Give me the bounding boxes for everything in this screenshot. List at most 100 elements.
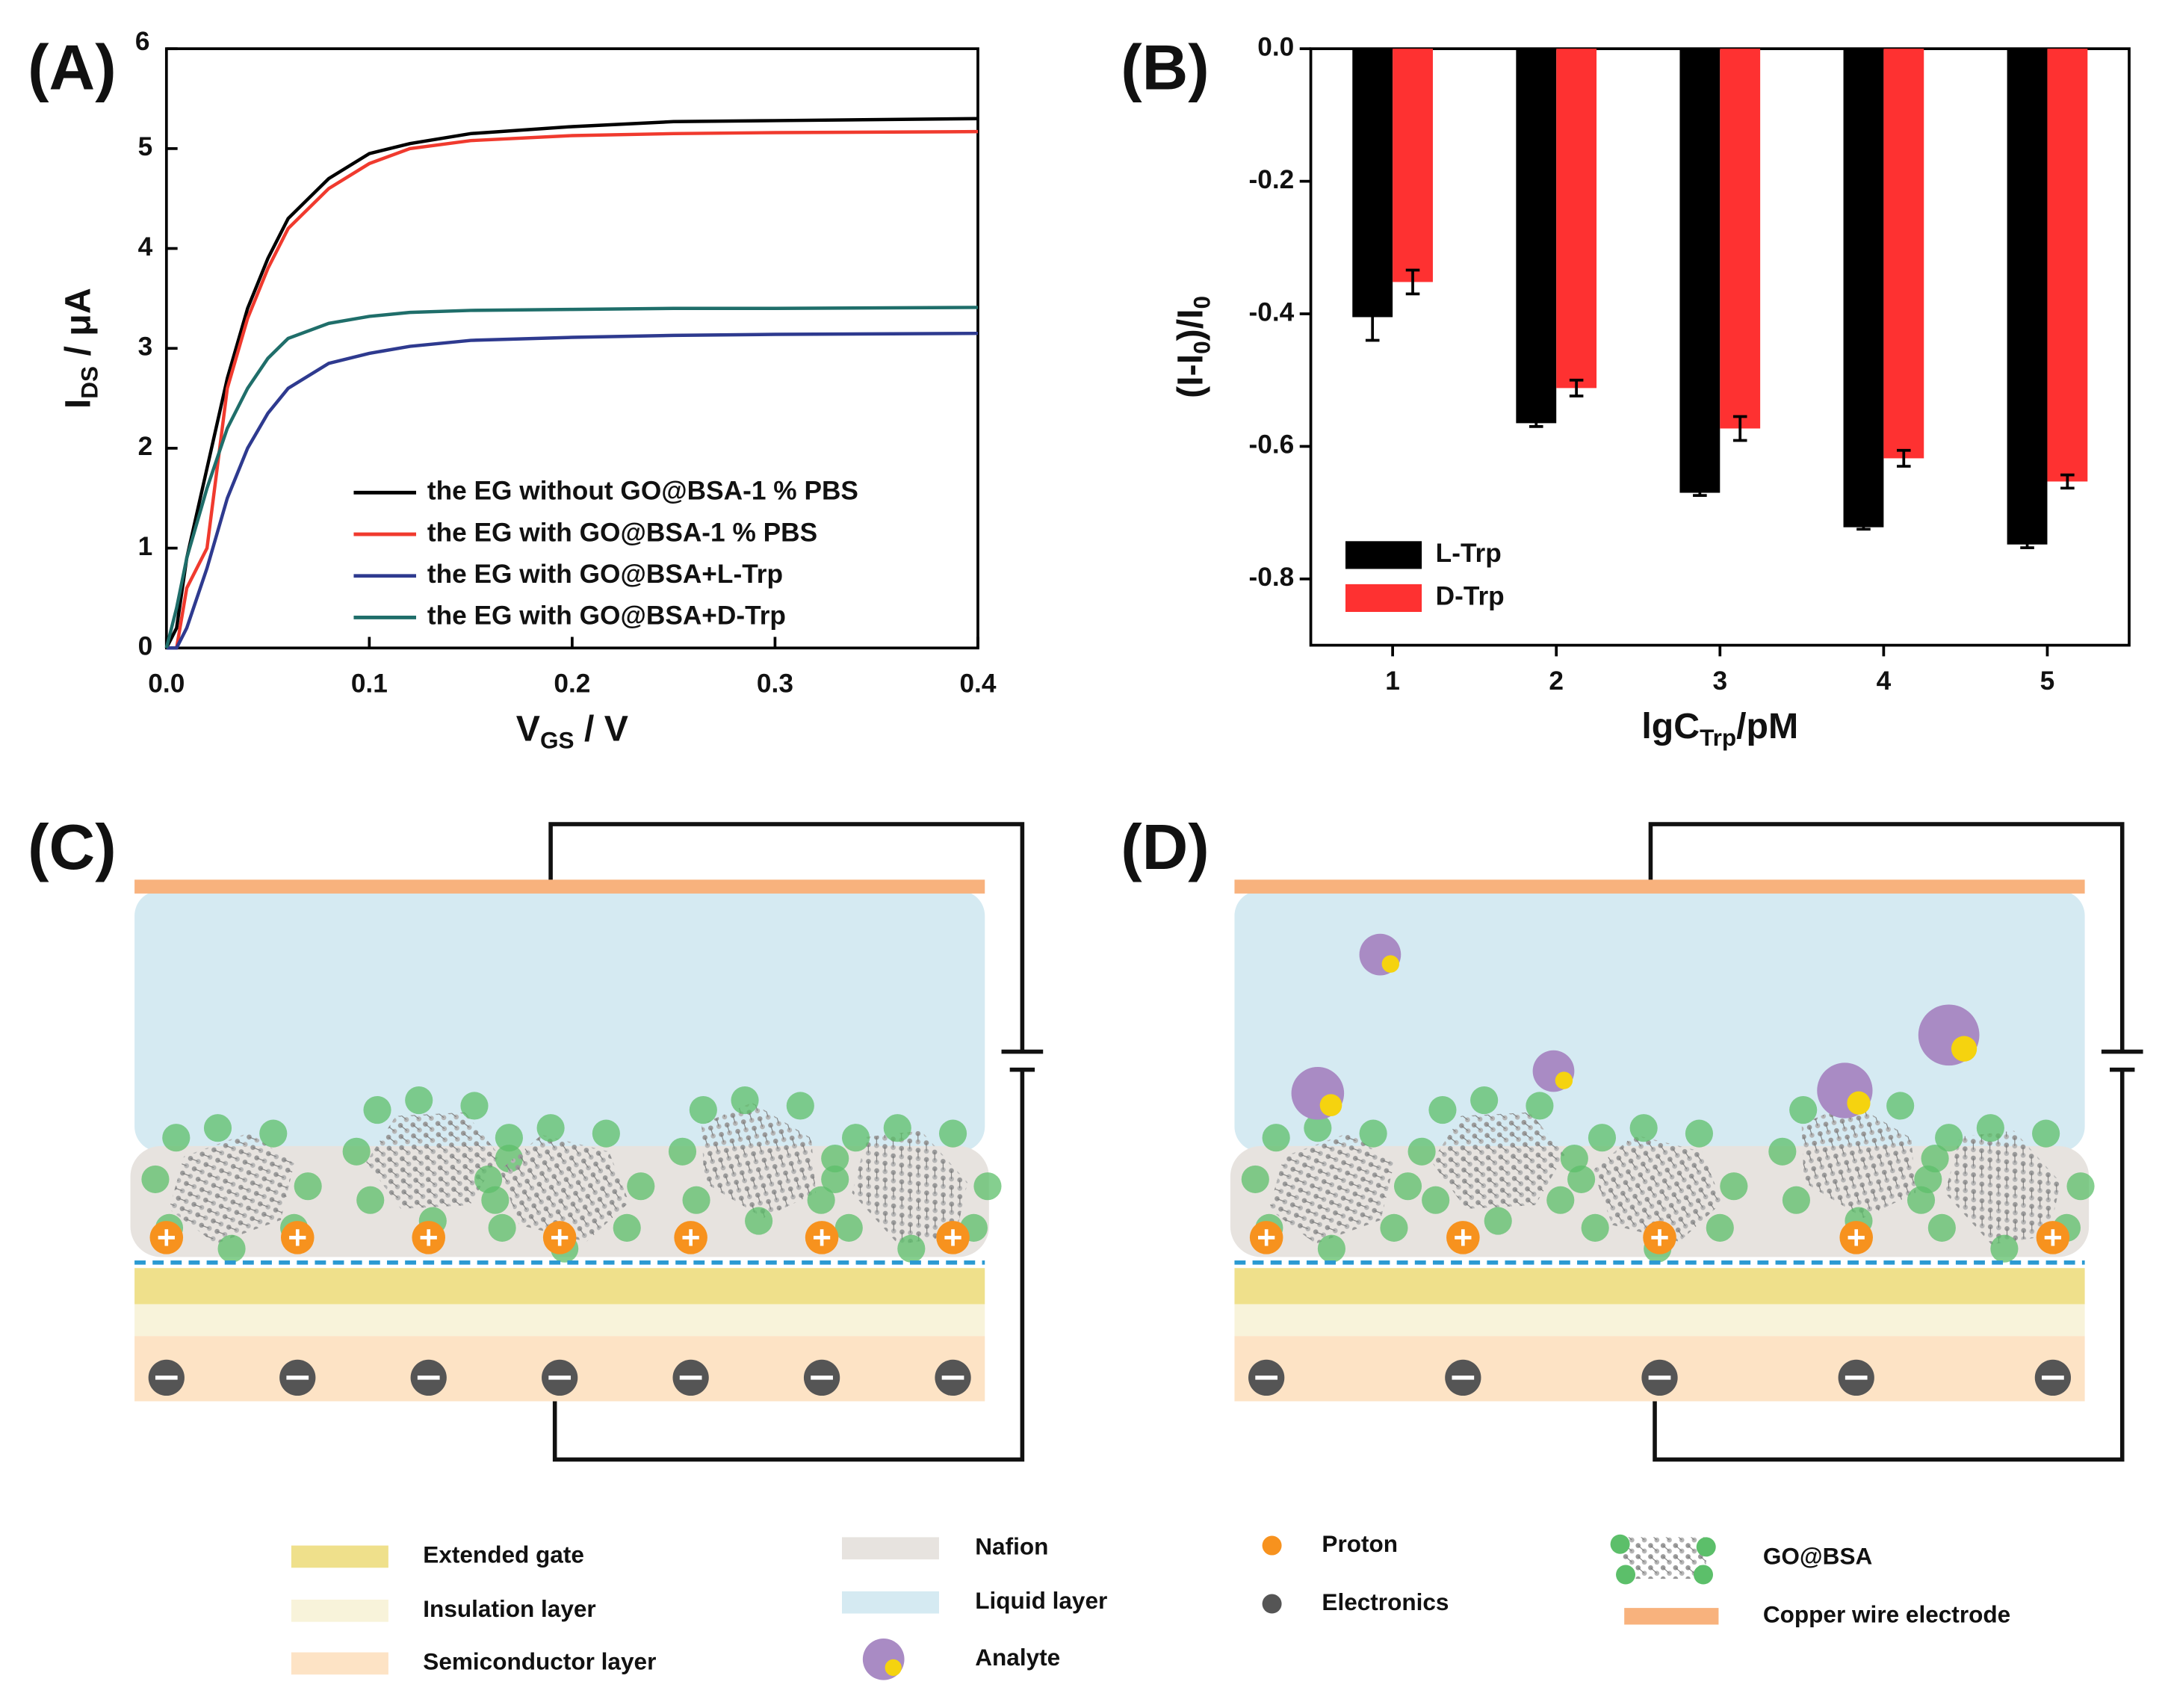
bsa [786,1092,814,1120]
panel-label: (D) [1121,812,1210,883]
legend-swatch [291,1545,388,1568]
x-tick-label: 1 [1385,666,1400,696]
bsa [1422,1186,1450,1214]
bar [1720,49,1761,429]
legend-swatch [1624,1608,1719,1625]
analyte-site [1319,1094,1342,1116]
bsa [1567,1165,1596,1193]
bsa [627,1172,655,1201]
y-tick-label: 2 [138,432,153,461]
bsa [745,1207,773,1235]
series-line [164,117,978,649]
bsa [1546,1186,1575,1214]
y-tick-label: 1 [138,532,153,561]
series-line [166,331,978,650]
bsa [1407,1137,1436,1166]
go-sheet [1431,1112,1565,1209]
bsa [342,1137,371,1166]
bsa [592,1119,620,1148]
proton-sign [551,1229,569,1246]
error-bar [1732,415,1747,442]
proton-sign [1258,1229,1275,1246]
x-axis-label: VGS / V [516,708,628,753]
y-tick-label: 0 [138,632,153,661]
bsa [883,1114,911,1142]
bsa [141,1165,170,1193]
diagram-legend-label: Semiconductor layer [423,1648,656,1675]
bsa [2032,1119,2060,1148]
bsa [217,1234,246,1263]
legend-swatch [842,1591,939,1614]
bsa [1380,1213,1408,1242]
proton-sign [420,1229,437,1246]
x-tick-label: 0.2 [554,669,590,699]
analyte-site [1951,1036,1977,1062]
bsa [474,1165,503,1193]
bsa [294,1172,322,1201]
x-tick-label: 0.4 [959,669,996,699]
legend-label: the EG without GO@BSA-1 % PBS [427,477,858,506]
error-bar [1529,418,1543,428]
x-axis-label: lgCTrp/pM [1641,706,1798,751]
bsa [1317,1234,1345,1263]
error-bar [1693,489,1707,497]
bsa [162,1124,191,1152]
bar [2007,49,2048,545]
legend-swatch [1694,1565,1714,1585]
bsa [938,1119,967,1148]
bsa [1393,1172,1422,1201]
legend-label: the EG with GO@BSA+L-Trp [427,560,783,589]
copper-electrode [1234,879,2085,894]
legend-label: the EG with GO@BSA-1 % PBS [427,518,817,547]
go-sheet [500,1134,630,1242]
legend-swatch [291,1599,388,1622]
x-tick-label: 3 [1712,666,1727,696]
legend-label: L-Trp [1436,539,1502,568]
error-bar [1897,448,1911,468]
y-tick-label: -0.6 [1249,430,1295,460]
proton-sign [1848,1229,1865,1246]
diagram-legend-label: Copper wire electrode [1763,1601,2010,1628]
diagram-legend-label: Extended gate [423,1541,584,1568]
bsa [1976,1114,2004,1142]
proton-sign [2044,1229,2062,1246]
panel-label: (C) [28,812,117,883]
y-axis-label-part: I [58,399,98,409]
go-sheet [1801,1102,1916,1219]
diagram-legend-label: Proton [1322,1530,1398,1557]
x-axis-label-part: Trp [1700,724,1736,751]
bsa [821,1144,849,1173]
proton-sign [813,1229,831,1246]
bsa [1581,1213,1609,1242]
x-tick-label: 4 [1877,666,1892,696]
go-sheet [169,1132,294,1244]
x-tick-label: 0.3 [757,669,793,699]
series-line [164,306,978,649]
error-bar [2060,473,2075,490]
bsa [405,1086,433,1115]
legend-swatch [1696,1537,1716,1557]
go-sheet [1945,1130,2061,1245]
bsa [1588,1124,1617,1152]
copper-electrode [134,879,985,894]
go-sheet [1593,1134,1723,1242]
go-sheet [366,1112,500,1209]
bsa [842,1124,870,1152]
analyte-site [1555,1071,1573,1089]
y-axis-label-part: (I-I [1170,354,1210,398]
extended-gate [1234,1268,2085,1305]
diagram-legend-label: GO@BSA [1763,1543,1872,1570]
diagram-legend-label: Liquid layer [975,1587,1107,1614]
bsa [356,1186,385,1214]
bsa [1470,1086,1499,1115]
bsa [259,1119,288,1148]
y-axis-label-part: / μA [58,288,98,366]
bsa [731,1086,759,1115]
y-tick-label: 5 [138,132,153,161]
x-axis-label-part: lgC [1641,706,1700,746]
legend-swatch [885,1659,902,1677]
bar [1843,49,1884,527]
legend-swatch [842,1537,939,1560]
analyte-site [1381,955,1400,973]
series-line [166,129,978,650]
